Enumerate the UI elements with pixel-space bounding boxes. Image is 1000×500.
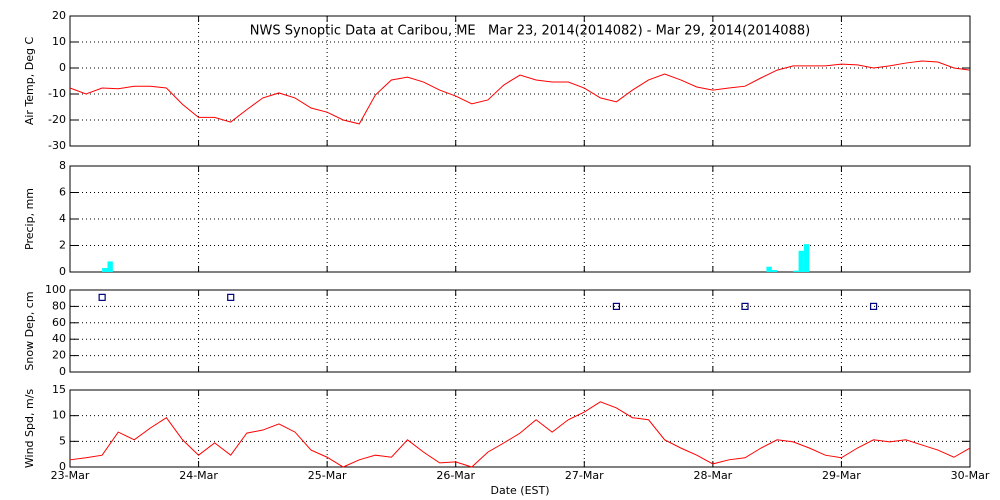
- y-tick-label: 20: [52, 9, 66, 22]
- bar: [107, 261, 113, 272]
- y-tick-label: 15: [52, 383, 66, 396]
- x-tick-label: 29-Mar: [822, 469, 861, 482]
- y-tick-label: -30: [48, 139, 66, 152]
- bar: [798, 250, 804, 272]
- y-tick-label: 80: [52, 299, 66, 312]
- y-tick-label: 5: [59, 434, 66, 447]
- bar: [803, 244, 810, 272]
- data-point: [227, 293, 235, 301]
- bar: [102, 268, 108, 272]
- y-tick-label: -20: [48, 113, 66, 126]
- y-tick-label: 2: [59, 239, 66, 252]
- y-tick-label: 0: [59, 460, 66, 473]
- y-axis-label: Snow Dep, cm: [23, 291, 36, 370]
- y-tick-label: 10: [52, 409, 66, 422]
- x-tick-label: 26-Mar: [436, 469, 475, 482]
- y-tick-label: 20: [52, 349, 66, 362]
- x-axis-label: Date (EST): [490, 484, 549, 497]
- y-tick-label: 100: [45, 283, 66, 296]
- y-tick-label: 0: [59, 265, 66, 278]
- y-tick-label: 8: [59, 159, 66, 172]
- y-tick-label: 0: [59, 61, 66, 74]
- x-tick-label: 30-Mar: [951, 469, 990, 482]
- bar: [793, 270, 799, 272]
- data-point: [612, 302, 621, 310]
- y-tick-label: 10: [52, 35, 66, 48]
- data-line: [69, 60, 971, 125]
- data-line: [69, 401, 971, 468]
- x-tick-label: 25-Mar: [308, 469, 347, 482]
- y-axis-label: Precip, mm: [23, 188, 36, 250]
- y-tick-label: 60: [52, 316, 66, 329]
- y-tick-label: 40: [52, 332, 66, 345]
- y-tick-label: 6: [59, 186, 66, 199]
- bar: [766, 266, 772, 272]
- data-point: [869, 302, 878, 310]
- data-point: [98, 293, 106, 301]
- y-axis-label: Wind Spd, m/s: [23, 389, 36, 469]
- x-tick-label: 24-Mar: [179, 469, 218, 482]
- plot-frame: [69, 389, 971, 468]
- y-tick-label: -10: [48, 87, 66, 100]
- y-tick-label: 0: [59, 365, 66, 378]
- bar: [771, 270, 778, 272]
- plot-frame: [69, 165, 971, 273]
- x-tick-label: 28-Mar: [693, 469, 732, 482]
- x-tick-label: 27-Mar: [565, 469, 604, 482]
- plot-frame: [69, 15, 971, 147]
- data-point: [741, 302, 749, 310]
- chart-title: NWS Synoptic Data at Caribou, ME Mar 23,…: [250, 24, 810, 39]
- plot-frame: [69, 289, 971, 373]
- y-axis-label: Air Temp, Deg C: [23, 37, 36, 126]
- y-tick-label: 4: [59, 212, 66, 225]
- x-tick-label: 23-Mar: [51, 469, 90, 482]
